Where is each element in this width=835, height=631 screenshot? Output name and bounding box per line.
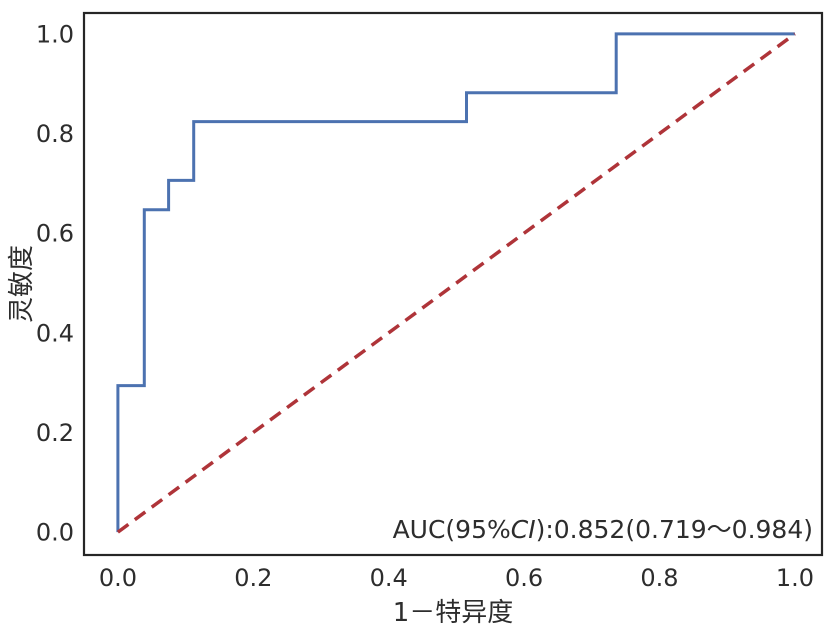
roc-curve — [116, 32, 795, 533]
y-tick-label: 0.8 — [36, 120, 74, 148]
auc-annotation-suffix: ):0.852(0.719～0.984) — [536, 515, 813, 544]
plot-area-border — [82, 11, 824, 557]
x-tick-label: 0.8 — [640, 564, 678, 592]
y-axis-label: 灵敏度 — [7, 245, 37, 323]
y-tick-label: 0.2 — [36, 419, 74, 447]
x-tick-label: 1.0 — [776, 564, 814, 592]
x-tick-label: 0.4 — [370, 564, 408, 592]
auc-annotation-prefix: AUC(95% — [393, 515, 511, 544]
x-axis-label: 1－特异度 — [393, 598, 514, 628]
y-tick-label: 0.6 — [36, 220, 74, 248]
reference-line — [116, 32, 796, 534]
x-tick-label: 0.0 — [99, 564, 137, 592]
auc-annotation-ci: CI — [511, 515, 536, 544]
series-layer — [116, 32, 796, 534]
tick-layer: 0.0 0.2 0.4 0.6 0.8 1.0 0.0 0.2 0.4 0.6 0.8 1.0 — [36, 20, 814, 592]
x-tick-label: 0.2 — [234, 564, 272, 592]
y-tick-label: 1.0 — [36, 20, 74, 48]
y-tick-label: 0.4 — [36, 319, 74, 347]
x-tick-label: 0.6 — [505, 564, 543, 592]
auc-annotation: AUC(95%CI):0.852(0.719～0.984) — [393, 515, 813, 544]
y-tick-label: 0.0 — [36, 519, 74, 547]
